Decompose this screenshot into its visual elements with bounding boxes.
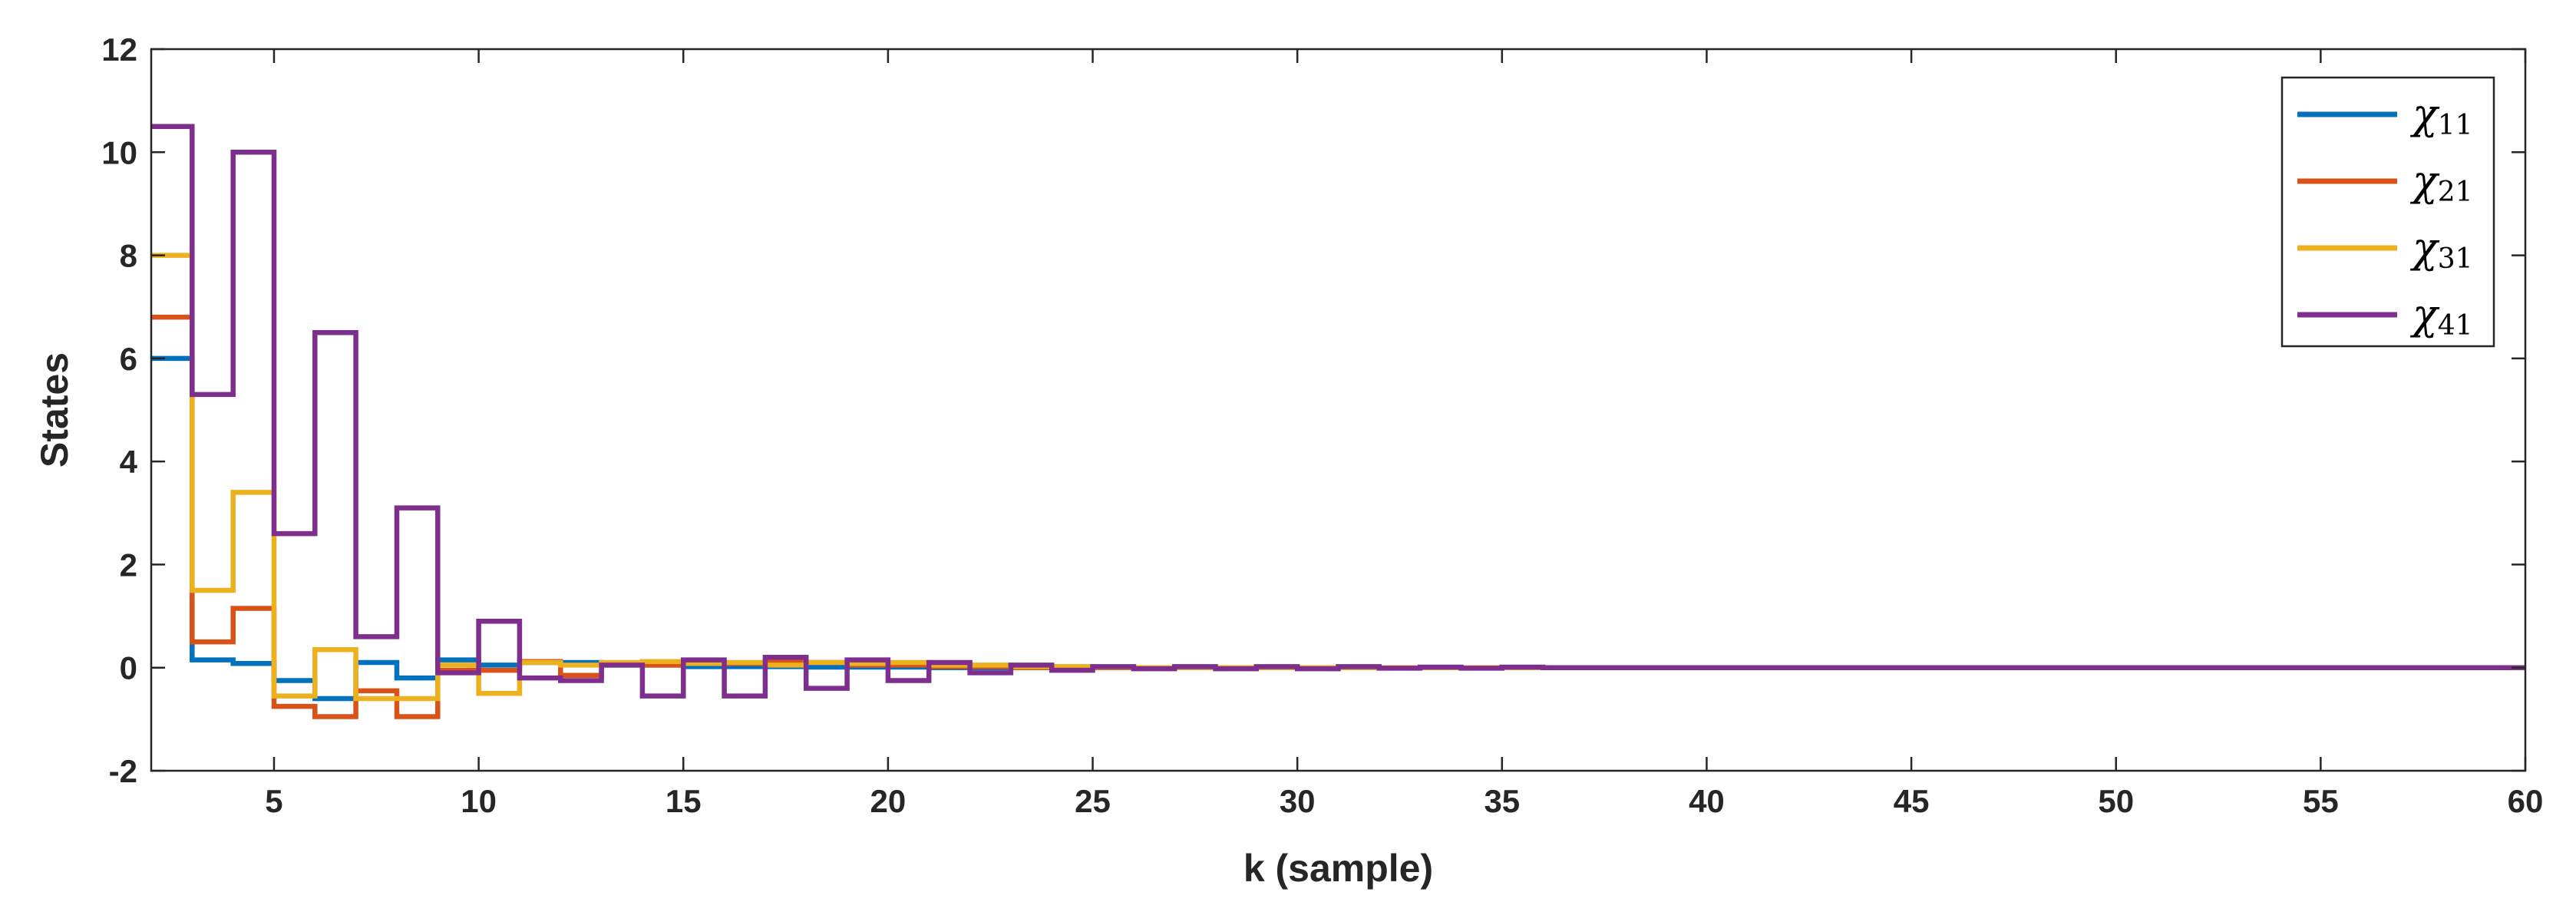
plot-area: [151, 49, 2525, 771]
legend-symbol: χ: [2409, 290, 2440, 339]
y-axis-label: States: [33, 352, 76, 468]
legend-subscript: 21: [2438, 177, 2473, 208]
legend-symbol: χ: [2409, 223, 2440, 272]
legend-subscript: 11: [2438, 110, 2473, 141]
y-tick-label: 2: [120, 547, 137, 583]
y-tick-label: 4: [120, 444, 138, 480]
axes-layer: 5 10 15 20 25 30 35 40 45 50 55 60 -2 0 2 4 6 8 10 12: [101, 31, 2543, 819]
x-tick-label: 30: [1280, 783, 1316, 819]
y-tick-label: 8: [120, 238, 137, 274]
legend-subscript: 41: [2438, 310, 2473, 342]
x-tick-label: 50: [2098, 783, 2134, 819]
x-tick-label: 20: [870, 783, 907, 819]
legend-box: [2280, 76, 2495, 348]
y-tick-label: 12: [101, 31, 137, 68]
legend-subscript: 31: [2438, 243, 2473, 275]
legend-label-21: χ21: [2409, 157, 2473, 208]
x-tick-label: 10: [461, 783, 497, 819]
series-line-41: [151, 124, 2525, 699]
x-tick-label: 60: [2508, 783, 2544, 819]
y-tick-label: 0: [120, 650, 137, 686]
legend-label-41: χ41: [2409, 290, 2473, 342]
legend-label-31: χ31: [2409, 223, 2473, 275]
x-tick-label: 15: [665, 783, 702, 819]
y-tick-label: 10: [101, 134, 137, 170]
y-tick-label: 6: [120, 341, 137, 377]
axes-box: [150, 48, 2527, 772]
x-tick-label: 55: [2303, 783, 2339, 819]
plot-background: [151, 49, 2525, 771]
y-tick-label: -2: [109, 753, 137, 789]
x-tick-label: 25: [1075, 783, 1111, 819]
legend-symbol: χ: [2409, 157, 2440, 205]
x-tick-label: 35: [1484, 783, 1520, 819]
x-tick-label: 45: [1894, 783, 1930, 819]
legend-label-11: χ11: [2409, 90, 2473, 141]
x-axis-label: k (sample): [1243, 847, 1433, 890]
x-tick-label: 5: [265, 783, 282, 819]
x-tick-label: 40: [1689, 783, 1725, 819]
series-layer: [151, 124, 2525, 719]
legend-symbol: χ: [2409, 90, 2440, 138]
